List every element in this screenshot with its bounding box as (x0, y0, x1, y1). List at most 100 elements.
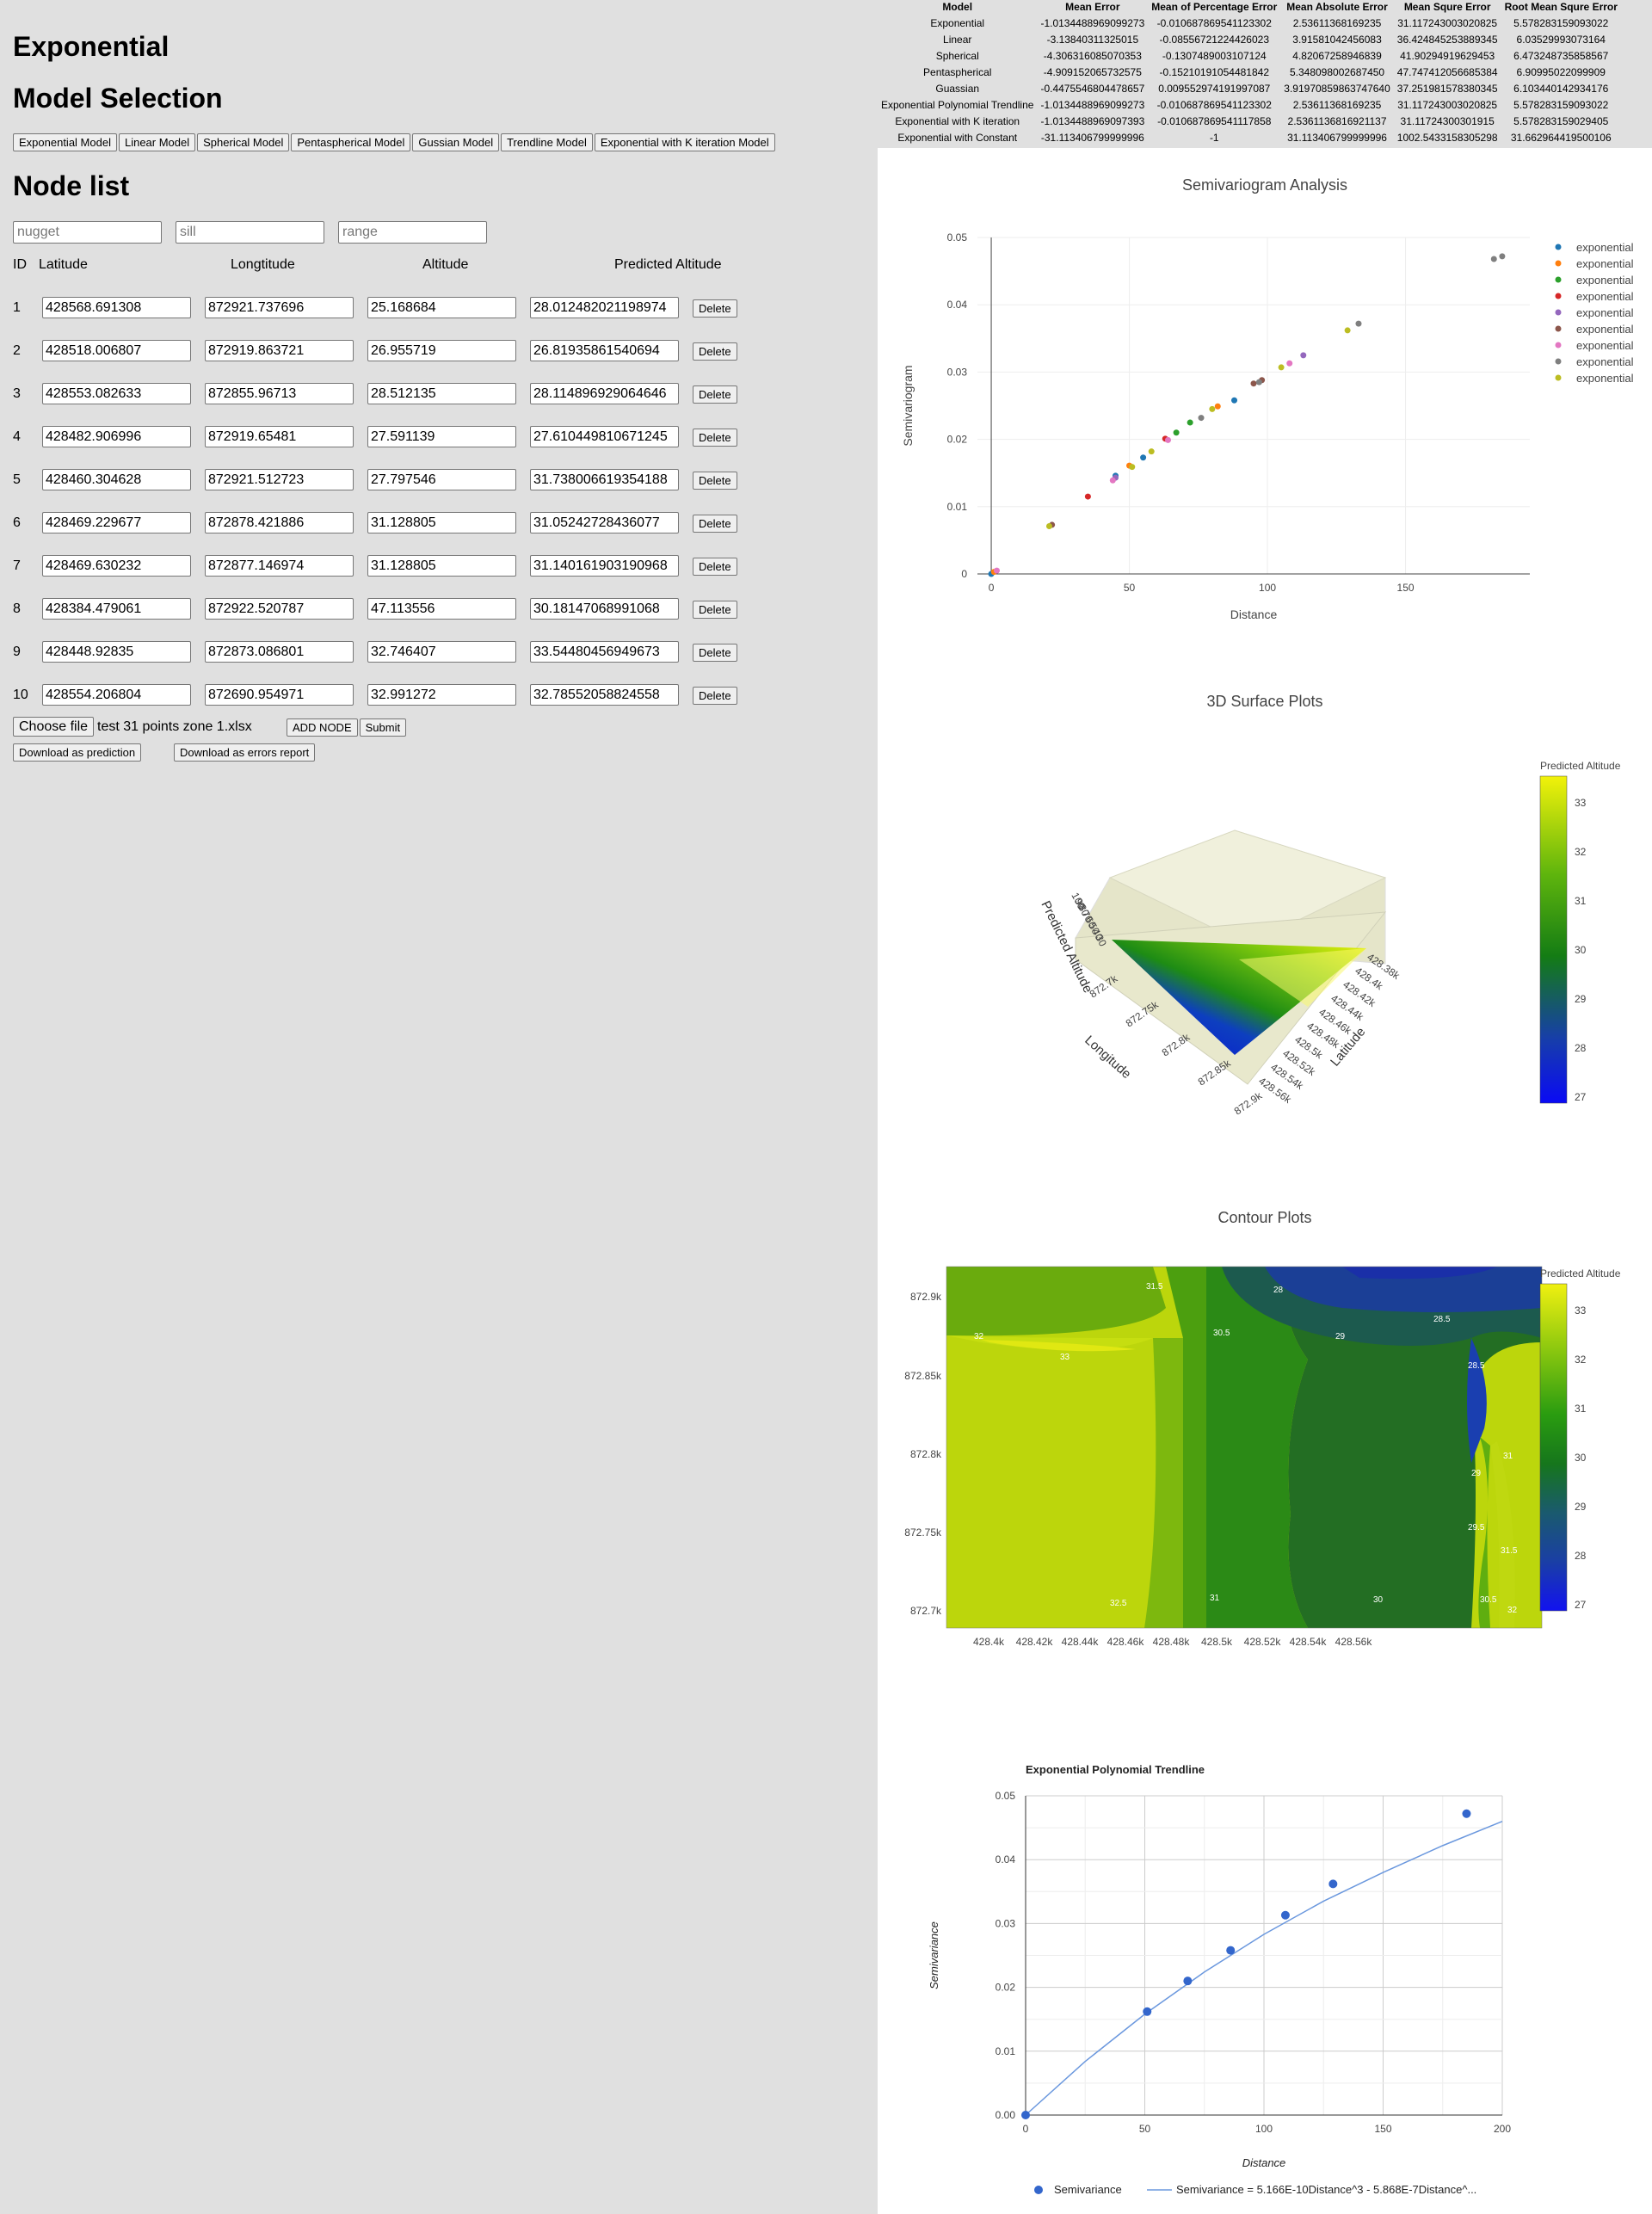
predicted-altitude-field[interactable] (530, 684, 679, 706)
longitude-field[interactable] (205, 555, 354, 577)
latitude-field[interactable] (42, 340, 191, 361)
metrics-cell: 6.90995022099909 (1516, 65, 1606, 78)
predicted-altitude-field[interactable] (530, 469, 679, 490)
semivariogram-point (1231, 397, 1238, 404)
altitude-field[interactable] (367, 555, 516, 577)
metrics-cell: 0.009552974191997087 (1158, 82, 1271, 95)
metrics-row: Exponential -1.0134488969099273 -0.0106878… (878, 15, 1621, 31)
node-id: 9 (13, 644, 21, 659)
predicted-altitude-field[interactable] (530, 512, 679, 533)
predicted-altitude-field[interactable] (530, 340, 679, 361)
pentaspherical-model-button[interactable]: Pentaspherical Model (291, 133, 411, 151)
semivariogram-point (1490, 256, 1497, 262)
longitude-field[interactable] (205, 383, 354, 404)
latitude-field[interactable] (42, 383, 191, 404)
predicted-altitude-field[interactable] (530, 598, 679, 620)
download-errors-report-button[interactable]: Download as errors report (174, 743, 316, 762)
add-node-button[interactable]: ADD NODE (287, 718, 358, 737)
longitude-field[interactable] (205, 297, 354, 318)
submit-button[interactable]: Submit (359, 718, 407, 737)
longitude-field[interactable] (205, 684, 354, 706)
node-id: 7 (13, 558, 21, 573)
metrics-row: Pentaspherical -4.909152065732575 -0.15210… (878, 64, 1621, 80)
latitude-field[interactable] (42, 555, 191, 577)
delete-button[interactable]: Delete (693, 385, 737, 404)
semivariogram-point (993, 567, 1000, 574)
predicted-altitude-field[interactable] (530, 641, 679, 663)
altitude-field[interactable] (367, 469, 516, 490)
latitude-field[interactable] (42, 641, 191, 663)
metrics-cell: -1.0134488969097393 (1040, 114, 1145, 127)
altitude-field[interactable] (367, 297, 516, 318)
exponential-k-iteration-model-button[interactable]: Exponential with K iteration Model (594, 133, 775, 151)
contour-region-33-peak (981, 1340, 1136, 1352)
latitude-field[interactable] (42, 297, 191, 318)
altitude-field[interactable] (367, 383, 516, 404)
delete-button[interactable]: Delete (693, 687, 737, 705)
nugget-input[interactable] (13, 221, 162, 244)
metrics-cell: 47.747412056685384 (1396, 65, 1498, 78)
latitude-field[interactable] (42, 426, 191, 447)
semivariogram-legend-label: exponential (1576, 306, 1634, 319)
latitude-field[interactable] (42, 598, 191, 620)
delete-button[interactable]: Delete (693, 299, 737, 318)
delete-button[interactable]: Delete (693, 644, 737, 662)
contour-x-tick: 428.56k (1335, 1636, 1373, 1648)
metrics-cell: 31.11724300301915 (1400, 114, 1495, 127)
semivariogram-legend-label: exponential (1576, 274, 1634, 287)
node-id: 5 (13, 472, 21, 487)
exponential-model-button[interactable]: Exponential Model (13, 133, 117, 151)
surface-colorbar-tick: 31 (1575, 895, 1587, 907)
download-prediction-button[interactable]: Download as prediction (13, 743, 142, 762)
surface-z-tick: 60 (1082, 915, 1099, 931)
trendline-y-tick: 0.03 (996, 1917, 1016, 1929)
semivariogram-point (1109, 477, 1116, 484)
predicted-altitude-field[interactable] (530, 426, 679, 447)
delete-button[interactable]: Delete (693, 515, 737, 533)
choose-file-button[interactable]: Choose file (13, 717, 95, 737)
delete-button[interactable]: Delete (693, 429, 737, 447)
predicted-altitude-field[interactable] (530, 383, 679, 404)
longitude-field[interactable] (205, 469, 354, 490)
latitude-field[interactable] (42, 469, 191, 490)
spherical-model-button[interactable]: Spherical Model (197, 133, 290, 151)
metrics-cell: 37.251981578380345 (1396, 82, 1498, 95)
delete-button[interactable]: Delete (693, 342, 737, 361)
node-id: 2 (13, 343, 21, 358)
altitude-field[interactable] (367, 512, 516, 533)
semivariogram-legend-marker (1555, 358, 1562, 365)
contour-chart[interactable]: 31.5 28 28.5 32 33 30.5 29 28.5 31 29 29.5 31.5 32.5… (878, 1256, 1652, 1661)
metrics-cell: -3.13840311325015 (1046, 33, 1139, 46)
altitude-field[interactable] (367, 426, 516, 447)
metrics-row: Guassian -0.4475546804478657 0.00955297419… (878, 80, 1621, 96)
longitude-field[interactable] (205, 641, 354, 663)
latitude-field[interactable] (42, 684, 191, 706)
longitude-field[interactable] (205, 426, 354, 447)
longitude-field[interactable] (205, 598, 354, 620)
linear-model-button[interactable]: Linear Model (118, 133, 196, 151)
trendline-model-button[interactable]: Trendline Model (501, 133, 593, 151)
metrics-cell: -1.0134488969099273 (1040, 16, 1145, 29)
semivariogram-chart[interactable]: 0 0.01 0.02 0.03 0.04 0.05 0 50 100 150 Distance Se… (878, 215, 1652, 663)
sill-input[interactable] (176, 221, 324, 244)
semivariogram-point (1209, 405, 1216, 412)
altitude-field[interactable] (367, 641, 516, 663)
gaussian-model-button[interactable]: Gussian Model (412, 133, 500, 151)
longitude-field[interactable] (205, 512, 354, 533)
predicted-altitude-field[interactable] (530, 555, 679, 577)
predicted-altitude-field[interactable] (530, 297, 679, 318)
latitude-field[interactable] (42, 512, 191, 533)
trendline-chart[interactable]: Exponential Polynomial Trendline 0.00 0.01… (878, 1747, 1652, 2211)
metrics-row: Exponential with K iteration -1.013448896… (878, 113, 1621, 129)
range-input[interactable] (338, 221, 487, 244)
delete-button[interactable]: Delete (693, 601, 737, 619)
latitude-column-header: Latitude (39, 257, 88, 272)
altitude-field[interactable] (367, 684, 516, 706)
contour-x-tick: 428.44k (1062, 1636, 1100, 1648)
delete-button[interactable]: Delete (693, 558, 737, 576)
altitude-field[interactable] (367, 598, 516, 620)
delete-button[interactable]: Delete (693, 472, 737, 490)
altitude-field[interactable] (367, 340, 516, 361)
longitude-field[interactable] (205, 340, 354, 361)
